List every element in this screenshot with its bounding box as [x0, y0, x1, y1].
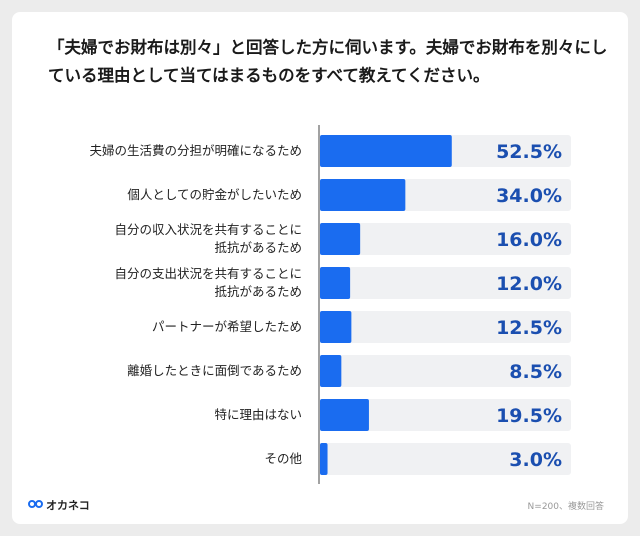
bar-track — [320, 267, 571, 299]
bar-track — [320, 223, 571, 255]
value-label: 16.0% — [496, 229, 562, 251]
category-label: 夫婦の生活費の分担が明確になるため — [89, 143, 302, 158]
bar-track — [320, 355, 571, 387]
brand-icon — [28, 500, 43, 508]
value-label: 3.0% — [509, 449, 562, 471]
bar — [320, 443, 328, 475]
category-label: パートナーが希望したため — [151, 319, 302, 334]
brand: オカネコ — [46, 499, 90, 512]
value-label: 52.5% — [496, 141, 562, 163]
chart-title: 「夫婦でお財布は別々」と回答した方に伺います。夫婦でお財布を別々にしている理由と… — [48, 38, 608, 85]
bar — [320, 311, 352, 343]
category-label: 個人としての貯金がしたいため — [127, 187, 302, 202]
bar-track — [320, 399, 571, 431]
bar — [320, 223, 361, 255]
category-label: 自分の支出状況を共有することに 抵抗があるため — [114, 266, 302, 299]
bar — [320, 267, 351, 299]
value-label: 12.0% — [496, 273, 562, 295]
category-label: 離婚したときに面倒であるため — [127, 363, 302, 378]
category-label: 特に理由はない — [214, 407, 302, 422]
bar — [320, 179, 406, 211]
bar-track — [320, 443, 571, 475]
category-label: その他 — [264, 451, 302, 466]
bar-track — [320, 311, 571, 343]
bar — [320, 355, 342, 387]
bar — [320, 399, 369, 431]
note: N=200、複数回答 — [527, 502, 604, 512]
value-label: 12.5% — [496, 317, 562, 339]
category-label: 自分の収入状況を共有することに 抵抗があるため — [114, 222, 302, 255]
value-label: 8.5% — [509, 361, 562, 383]
bar — [320, 135, 452, 167]
value-label: 19.5% — [496, 405, 562, 427]
value-label: 34.0% — [496, 185, 562, 207]
